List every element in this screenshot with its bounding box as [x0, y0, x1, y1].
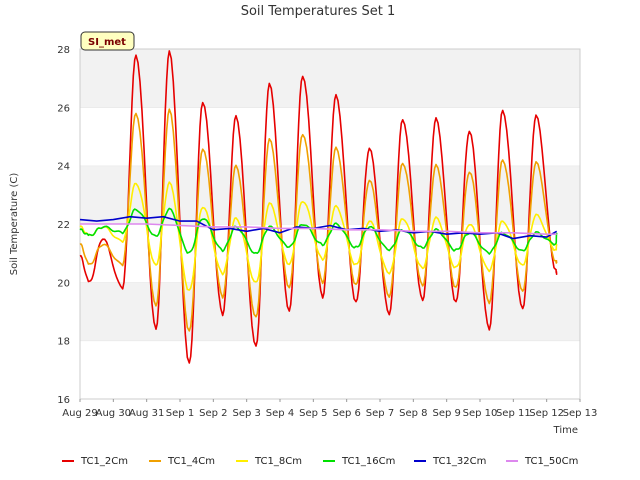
legend: TC1_2Cm TC1_4Cm TC1_8Cm TC1_16Cm TC1_32Cm TC1…	[62, 456, 578, 467]
legend-label: TC1_2Cm	[80, 456, 128, 467]
series-line-tc1-32cm	[79, 215, 558, 240]
series-line-tc1-4cm	[79, 108, 558, 332]
x-tick-label: Sep 6	[332, 408, 360, 419]
y-tick-label: 20	[57, 278, 70, 289]
x-tick-label: Sep 12	[529, 408, 564, 419]
y-axis-title: Soil Temperature (C)	[9, 173, 20, 276]
y-axis-ticks: 16 18 20 22 24 26 28	[57, 45, 70, 406]
x-tick-label: Sep 7	[366, 408, 394, 419]
x-tick-label: Aug 31	[129, 408, 164, 419]
x-tick-label: Sep 1	[166, 408, 194, 419]
series-line-tc1-8cm	[79, 181, 558, 291]
x-tick-label: Sep 8	[399, 408, 427, 419]
legend-label: TC1_32Cm	[432, 456, 486, 467]
x-tick-label: Sep 13	[563, 408, 598, 419]
legend-label: TC1_8Cm	[254, 456, 302, 467]
x-tick-label: Sep 3	[232, 408, 260, 419]
grid-band	[80, 49, 580, 108]
y-tick-label: 22	[57, 220, 70, 231]
grid-band	[80, 340, 580, 399]
y-tick-label: 16	[57, 395, 70, 406]
x-tick-label: Sep 2	[199, 408, 227, 419]
chart-title: Soil Temperatures Set 1	[241, 4, 396, 19]
legend-label: TC1_50Cm	[524, 456, 578, 467]
x-tick-label: Sep 11	[496, 408, 531, 419]
x-tick-label: Aug 29	[62, 408, 97, 419]
x-tick-label: Sep 10	[463, 408, 498, 419]
grid-band	[80, 282, 580, 341]
series-line-tc1-16cm	[79, 207, 558, 255]
site-badge-box	[80, 31, 135, 51]
series-lines	[79, 50, 558, 364]
site-badge-label: SI_met	[88, 37, 126, 48]
y-tick-label: 24	[57, 162, 70, 173]
x-tick-label: Sep 4	[266, 408, 294, 419]
y-tick-label: 26	[57, 103, 70, 114]
x-tick-label: Sep 5	[299, 408, 327, 419]
legend-label: TC1_4Cm	[167, 456, 215, 467]
site-badge: SI_met	[80, 31, 135, 51]
series-line-tc1-2cm	[79, 50, 558, 364]
legend-label: TC1_16Cm	[341, 456, 395, 467]
x-tick-label: Sep 9	[432, 408, 460, 419]
series-line-tc1-50cm	[80, 223, 557, 235]
x-axis-title: Time	[553, 425, 578, 436]
y-tick-label: 18	[57, 337, 70, 348]
y-tick-label: 28	[57, 45, 70, 56]
x-tick-label: Aug 30	[96, 408, 131, 419]
